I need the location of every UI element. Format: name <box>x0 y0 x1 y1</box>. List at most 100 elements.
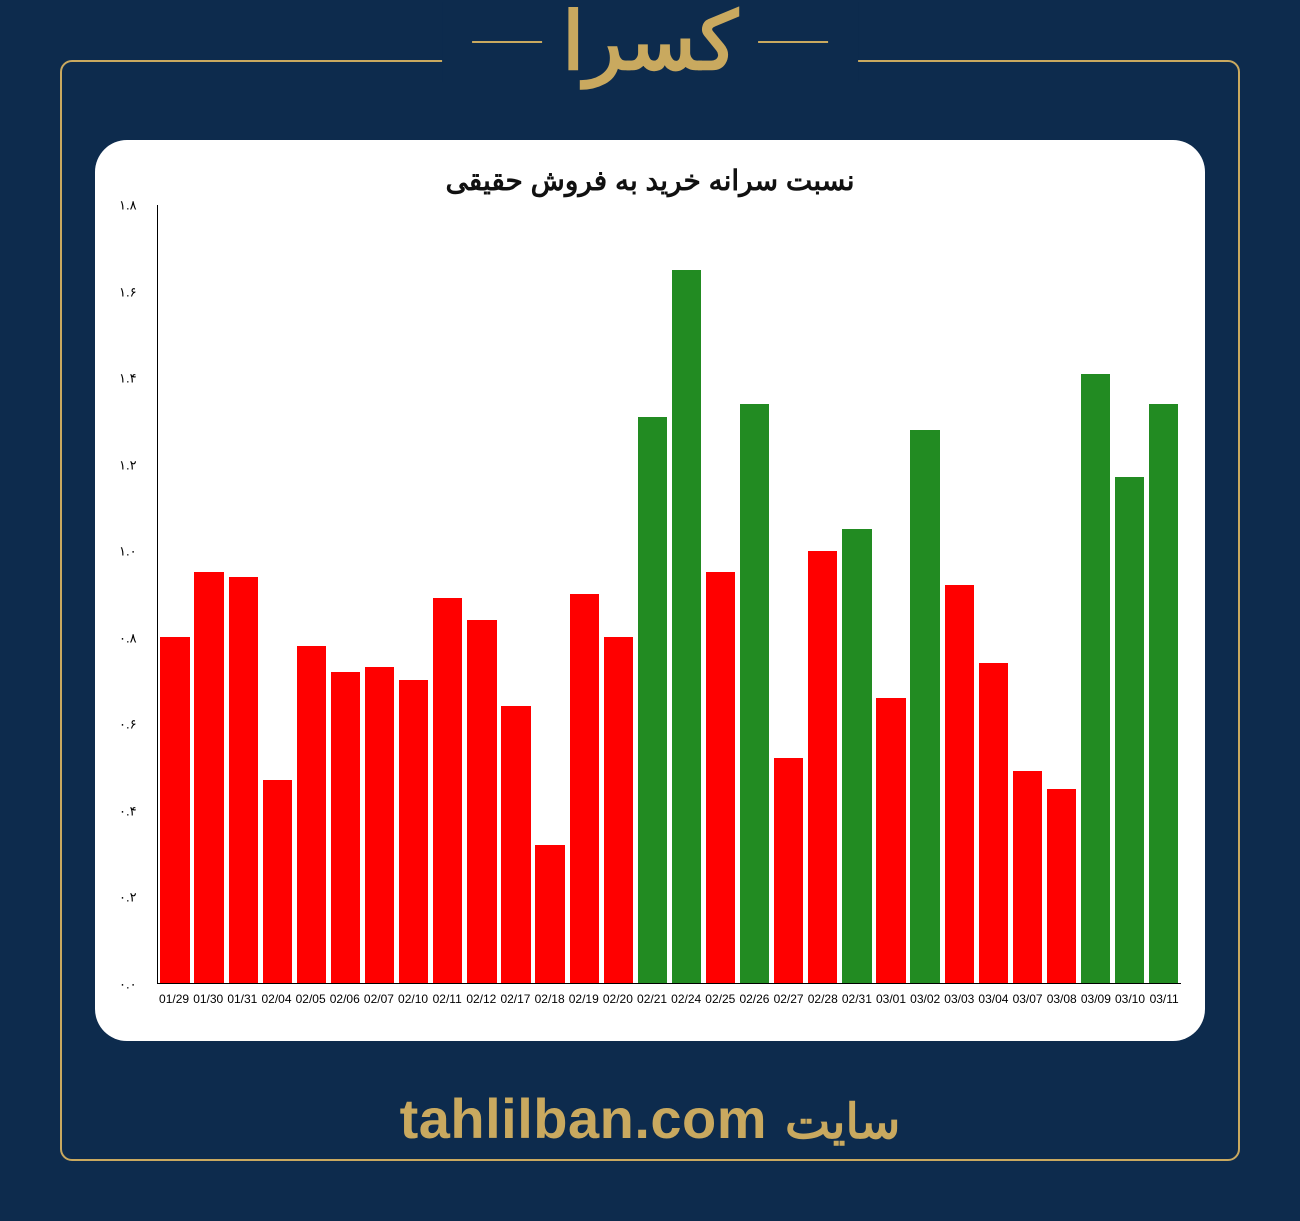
y-axis: ۰.۰۰.۲۰.۴۰.۶۰.۸۱.۰۱.۲۱.۴۱.۶۱.۸ <box>119 205 157 984</box>
x-tick-label: 03/08 <box>1045 984 1079 1014</box>
bar-slot <box>669 205 703 983</box>
x-tick-label: 01/29 <box>157 984 191 1014</box>
bar-slot <box>431 205 465 983</box>
bar-slot <box>158 205 192 983</box>
chart-card: نسبت سرانه خرید به فروش حقیقی ۰.۰ ۰.۲ ۰.۴ ۰… <box>95 140 1205 1041</box>
x-tick-label: 02/12 <box>464 984 498 1014</box>
bar <box>1149 404 1178 983</box>
x-tick-label: 01/30 <box>191 984 225 1014</box>
y-tick-label: ۰.۸ <box>119 631 137 644</box>
y-tick-label: ۱.۴ <box>119 372 137 385</box>
bar-slot <box>635 205 669 983</box>
x-axis-labels: 01/2901/3001/3102/0402/0502/0602/0702/10… <box>157 984 1181 1014</box>
bar <box>297 646 326 983</box>
bar-slot <box>533 205 567 983</box>
y-tick-label: ۱.۶ <box>119 285 137 298</box>
x-tick-label: 02/17 <box>498 984 532 1014</box>
x-tick-label: 03/04 <box>976 984 1010 1014</box>
bar <box>194 572 223 983</box>
x-tick-label: 02/07 <box>362 984 396 1014</box>
bar <box>501 706 530 983</box>
bar-slot <box>260 205 294 983</box>
x-tick-label: 02/05 <box>294 984 328 1014</box>
x-tick-label: 02/31 <box>840 984 874 1014</box>
y-tick-label: ۰.۰ <box>119 978 137 991</box>
x-tick-label: 03/07 <box>1011 984 1045 1014</box>
x-tick-label: 02/28 <box>806 984 840 1014</box>
bar-slot <box>601 205 635 983</box>
title-decor-line-right <box>758 41 828 43</box>
x-tick-label: 02/10 <box>396 984 430 1014</box>
bar <box>467 620 496 983</box>
bar <box>979 663 1008 983</box>
x-tick-label: 03/03 <box>942 984 976 1014</box>
bar-slot <box>942 205 976 983</box>
chart-plot: ۰.۰۰.۲۰.۴۰.۶۰.۸۱.۰۱.۲۱.۴۱.۶۱.۸ 01/2901/3… <box>119 205 1181 1014</box>
bar <box>331 672 360 983</box>
chart-title: نسبت سرانه خرید به فروش حقیقی <box>119 164 1181 197</box>
bar <box>160 637 189 983</box>
footer: سایت tahlilban.com <box>0 1086 1300 1151</box>
bar <box>1115 477 1144 983</box>
bar-slot <box>1044 205 1078 983</box>
bar <box>774 758 803 983</box>
bar-slot <box>874 205 908 983</box>
bar <box>945 585 974 983</box>
x-tick-label: 02/20 <box>601 984 635 1014</box>
x-tick-label: 03/10 <box>1113 984 1147 1014</box>
footer-domain: tahlilban.com <box>400 1086 767 1151</box>
y-tick-label: ۰.۲ <box>119 891 137 904</box>
bar-slot <box>192 205 226 983</box>
bar <box>842 529 871 983</box>
bar-slot <box>840 205 874 983</box>
x-tick-label: 02/25 <box>703 984 737 1014</box>
bar <box>1081 374 1110 983</box>
x-tick-label: 02/27 <box>772 984 806 1014</box>
bar-slot <box>976 205 1010 983</box>
chart-area <box>157 205 1181 984</box>
bar <box>263 780 292 983</box>
bar-slot <box>738 205 772 983</box>
x-tick-label: 01/31 <box>225 984 259 1014</box>
header-title-wrap: کسرا <box>442 2 858 82</box>
bar-slot <box>908 205 942 983</box>
y-tick-label: ۱.۸ <box>119 199 137 212</box>
x-tick-label: 03/11 <box>1147 984 1181 1014</box>
bar <box>399 680 428 983</box>
bar <box>604 637 633 983</box>
bar-slot <box>704 205 738 983</box>
x-tick-label: 03/09 <box>1079 984 1113 1014</box>
bar <box>808 551 837 983</box>
bar <box>229 577 258 983</box>
y-tick-label: ۰.۴ <box>119 804 137 817</box>
bar <box>672 270 701 983</box>
bar-slot <box>1010 205 1044 983</box>
x-tick-label: 02/26 <box>737 984 771 1014</box>
y-tick-label: ۰.۶ <box>119 718 137 731</box>
bar <box>433 598 462 983</box>
bar-slot <box>772 205 806 983</box>
footer-label: سایت <box>785 1094 900 1150</box>
bar-slot <box>806 205 840 983</box>
x-tick-label: 02/24 <box>669 984 703 1014</box>
bar-slot <box>363 205 397 983</box>
x-tick-label: 03/02 <box>908 984 942 1014</box>
bar <box>1047 789 1076 984</box>
bar-slot <box>499 205 533 983</box>
x-tick-label: 02/06 <box>328 984 362 1014</box>
bar <box>876 698 905 983</box>
title-decor-line-left <box>472 41 542 43</box>
bar-slot <box>294 205 328 983</box>
y-tick-label: ۱.۲ <box>119 458 137 471</box>
bar-slot <box>465 205 499 983</box>
x-tick-label: 02/21 <box>635 984 669 1014</box>
x-tick-label: 02/18 <box>533 984 567 1014</box>
bar <box>365 667 394 983</box>
header-title: کسرا <box>562 2 738 82</box>
bar-slot <box>1147 205 1181 983</box>
bar <box>570 594 599 983</box>
bar-slot <box>1113 205 1147 983</box>
x-tick-label: 03/01 <box>874 984 908 1014</box>
y-tick-label: ۱.۰ <box>119 545 137 558</box>
bar-slot <box>567 205 601 983</box>
